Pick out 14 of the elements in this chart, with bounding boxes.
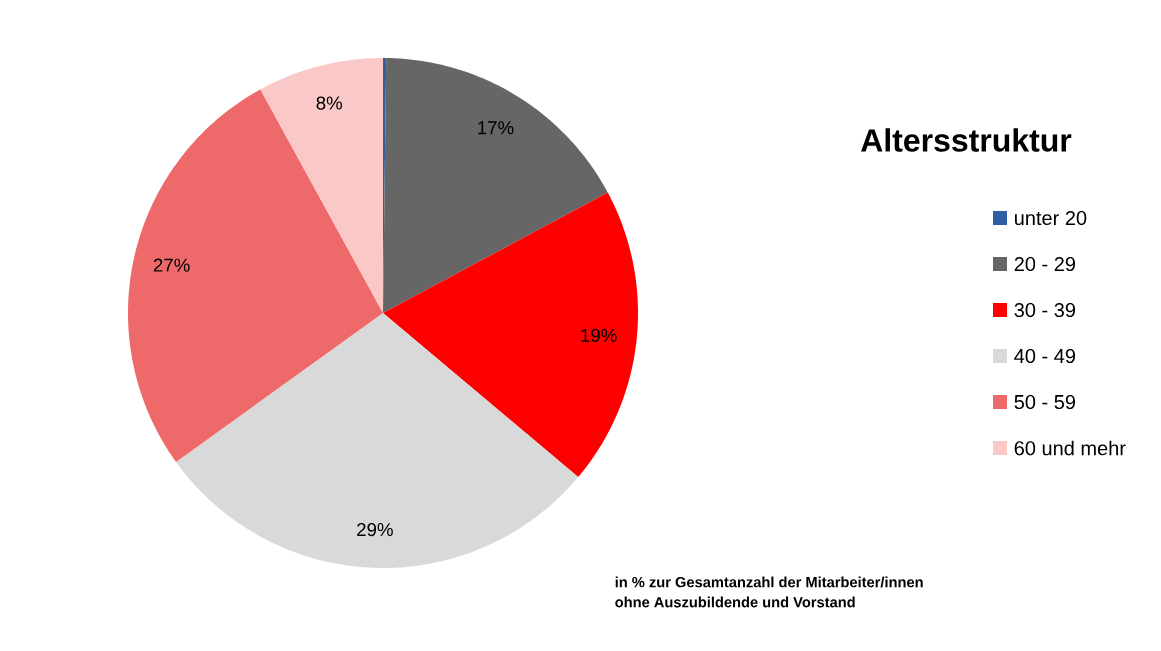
legend-label: 30 - 39 (1014, 302, 1075, 318)
legend-label: 20 - 29 (1014, 256, 1075, 272)
text: in % zur Gesamtanzahl der Mitarbeiter/innen (615, 576, 923, 588)
text: Altersstruktur (861, 128, 1072, 152)
text: ohne Auszubildende und Vorstand (615, 596, 855, 608)
data-label: 27% (153, 258, 190, 272)
legend-label: 60 und mehr (1014, 440, 1126, 456)
data-label: 19% (581, 328, 617, 342)
legend-label: 40 - 49 (1014, 348, 1075, 364)
data-label: 29% (357, 522, 393, 537)
legend-label: unter 20 (1015, 210, 1087, 226)
data-label: 8% (316, 96, 343, 110)
data-label: 17% (478, 121, 514, 135)
legend-label: 50 - 59 (1014, 394, 1075, 410)
